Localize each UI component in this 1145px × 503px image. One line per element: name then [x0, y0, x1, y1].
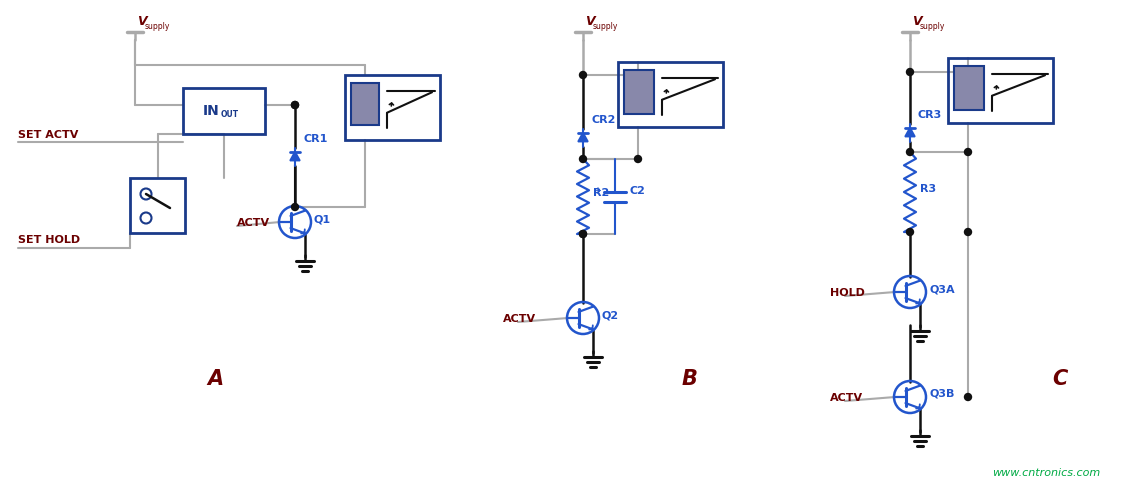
- Text: supply: supply: [919, 22, 946, 31]
- Text: www.cntronics.com: www.cntronics.com: [992, 468, 1100, 478]
- Text: CR2: CR2: [591, 115, 615, 125]
- Text: V: V: [137, 15, 147, 28]
- Circle shape: [579, 230, 586, 237]
- Text: Q1: Q1: [314, 214, 331, 224]
- Circle shape: [292, 102, 299, 109]
- Text: Q2: Q2: [602, 310, 619, 320]
- Text: C2: C2: [629, 186, 645, 196]
- Text: A: A: [207, 369, 223, 389]
- Text: Q3A: Q3A: [929, 284, 955, 294]
- Text: ACTV: ACTV: [830, 393, 863, 403]
- Bar: [618, 62, 722, 127]
- Text: CR3: CR3: [918, 110, 942, 120]
- Polygon shape: [290, 151, 300, 160]
- Circle shape: [964, 393, 971, 400]
- Text: Q3B: Q3B: [929, 389, 955, 399]
- Circle shape: [907, 68, 914, 75]
- Circle shape: [292, 102, 299, 109]
- Text: OUT: OUT: [221, 110, 239, 119]
- Text: R3: R3: [919, 184, 937, 194]
- Text: SET HOLD: SET HOLD: [18, 235, 80, 245]
- Bar: [948, 58, 1053, 123]
- Text: V: V: [913, 15, 922, 28]
- Text: C: C: [1052, 369, 1067, 389]
- Circle shape: [907, 148, 914, 155]
- Circle shape: [579, 230, 586, 237]
- Text: V: V: [585, 15, 594, 28]
- Bar: [345, 75, 440, 140]
- Text: IN: IN: [203, 104, 219, 118]
- Text: +: +: [593, 187, 601, 197]
- Text: ACTV: ACTV: [503, 314, 536, 324]
- Circle shape: [964, 228, 971, 235]
- Circle shape: [907, 228, 914, 235]
- Text: R2: R2: [593, 189, 609, 199]
- Text: supply: supply: [593, 22, 618, 31]
- Bar: [183, 88, 264, 134]
- Bar: [954, 66, 984, 110]
- Circle shape: [579, 155, 586, 162]
- Text: supply: supply: [145, 22, 171, 31]
- Circle shape: [579, 71, 586, 78]
- Bar: [624, 70, 654, 114]
- Text: B: B: [682, 369, 698, 389]
- Circle shape: [292, 204, 299, 210]
- Circle shape: [964, 148, 971, 155]
- Text: HOLD: HOLD: [830, 288, 864, 298]
- Polygon shape: [905, 128, 915, 137]
- Bar: [352, 83, 379, 125]
- Polygon shape: [578, 133, 587, 142]
- Circle shape: [634, 155, 641, 162]
- Text: CR1: CR1: [303, 134, 327, 144]
- Bar: [131, 178, 185, 233]
- Text: ACTV: ACTV: [237, 218, 270, 228]
- Text: SET ACTV: SET ACTV: [18, 130, 78, 140]
